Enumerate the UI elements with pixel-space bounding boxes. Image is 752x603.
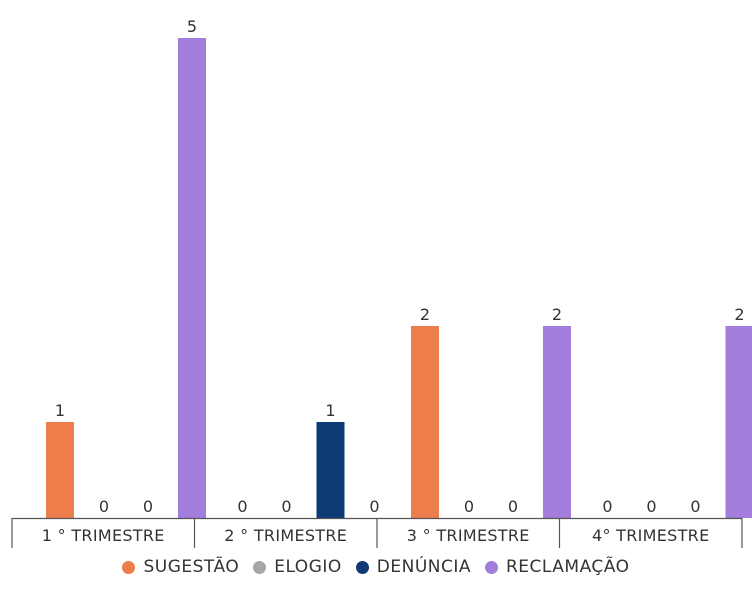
data-label-reclamacao-q1: 5 bbox=[187, 17, 197, 36]
legend-swatch-denuncia bbox=[355, 560, 369, 574]
data-label-sugestao-q3: 2 bbox=[420, 305, 430, 324]
data-label-sugestao-q1: 1 bbox=[55, 401, 65, 420]
data-label-reclamacao-q3: 2 bbox=[552, 305, 562, 324]
data-label-elogio-q2: 0 bbox=[281, 497, 291, 516]
data-label-denuncia-q2: 1 bbox=[325, 401, 335, 420]
legend-label-elogio: ELOGIO bbox=[274, 557, 342, 577]
data-label-sugestao-q2: 0 bbox=[237, 497, 247, 516]
legend-swatch-elogio bbox=[253, 560, 267, 574]
category-label-q3: 3 ° TRIMESTRE bbox=[407, 526, 530, 545]
legend-swatch-reclamacao bbox=[485, 560, 498, 574]
category-axis: 1 ° TRIMESTRE 2 ° TRIMESTRE 3 ° TRIMESTRE 4… bbox=[11, 517, 743, 548]
bar-sugestao-q1 bbox=[46, 422, 74, 518]
bar-denuncia-q2 bbox=[316, 422, 345, 518]
bars-layer bbox=[46, 38, 752, 518]
category-label-q1: 1 ° TRIMESTRE bbox=[42, 526, 165, 545]
data-label-elogio-q4: 0 bbox=[646, 497, 656, 516]
legend-label-sugestao: SUGESTÃO bbox=[143, 557, 240, 577]
legend-item-reclamacao: RECLAMAÇÃO bbox=[485, 557, 630, 577]
bar-reclamacao-q1 bbox=[178, 38, 206, 518]
bar-sugestao-q3 bbox=[411, 326, 439, 518]
data-label-denuncia-q1: 0 bbox=[143, 497, 153, 516]
legend-item-elogio: ELOGIO bbox=[253, 557, 342, 577]
data-label-denuncia-q4: 0 bbox=[690, 497, 700, 516]
legend-item-sugestao: SUGESTÃO bbox=[122, 557, 239, 577]
data-label-denuncia-q3: 0 bbox=[508, 497, 518, 516]
data-label-reclamacao-q2: 0 bbox=[369, 497, 379, 516]
bar-chart: 1 0 0 5 0 0 1 0 2 0 0 2 0 0 0 2 1 ° TRIMESTRE 2 ° TRIMES… bbox=[11, 17, 752, 548]
bar-reclamacao-q4 bbox=[725, 326, 752, 518]
bar-reclamacao-q3 bbox=[543, 326, 571, 518]
legend-item-denuncia: DENÚNCIA bbox=[355, 557, 471, 577]
data-label-elogio-q3: 0 bbox=[464, 497, 474, 516]
legend: SUGESTÃO ELOGIO DENÚNCIA RECLAMAÇÃO bbox=[0, 557, 752, 577]
data-labels-layer: 1 0 0 5 0 0 1 0 2 0 0 2 0 0 0 2 bbox=[55, 17, 745, 516]
legend-label-reclamacao: RECLAMAÇÃO bbox=[506, 557, 630, 577]
legend-label-denuncia: DENÚNCIA bbox=[376, 557, 471, 577]
data-label-elogio-q1: 0 bbox=[99, 497, 109, 516]
data-label-sugestao-q4: 0 bbox=[602, 497, 612, 516]
category-label-q4: 4° TRIMESTRE bbox=[592, 526, 710, 545]
data-label-reclamacao-q4: 2 bbox=[734, 305, 744, 324]
legend-swatch-sugestao bbox=[122, 560, 136, 574]
category-label-q2: 2 ° TRIMESTRE bbox=[224, 526, 347, 545]
